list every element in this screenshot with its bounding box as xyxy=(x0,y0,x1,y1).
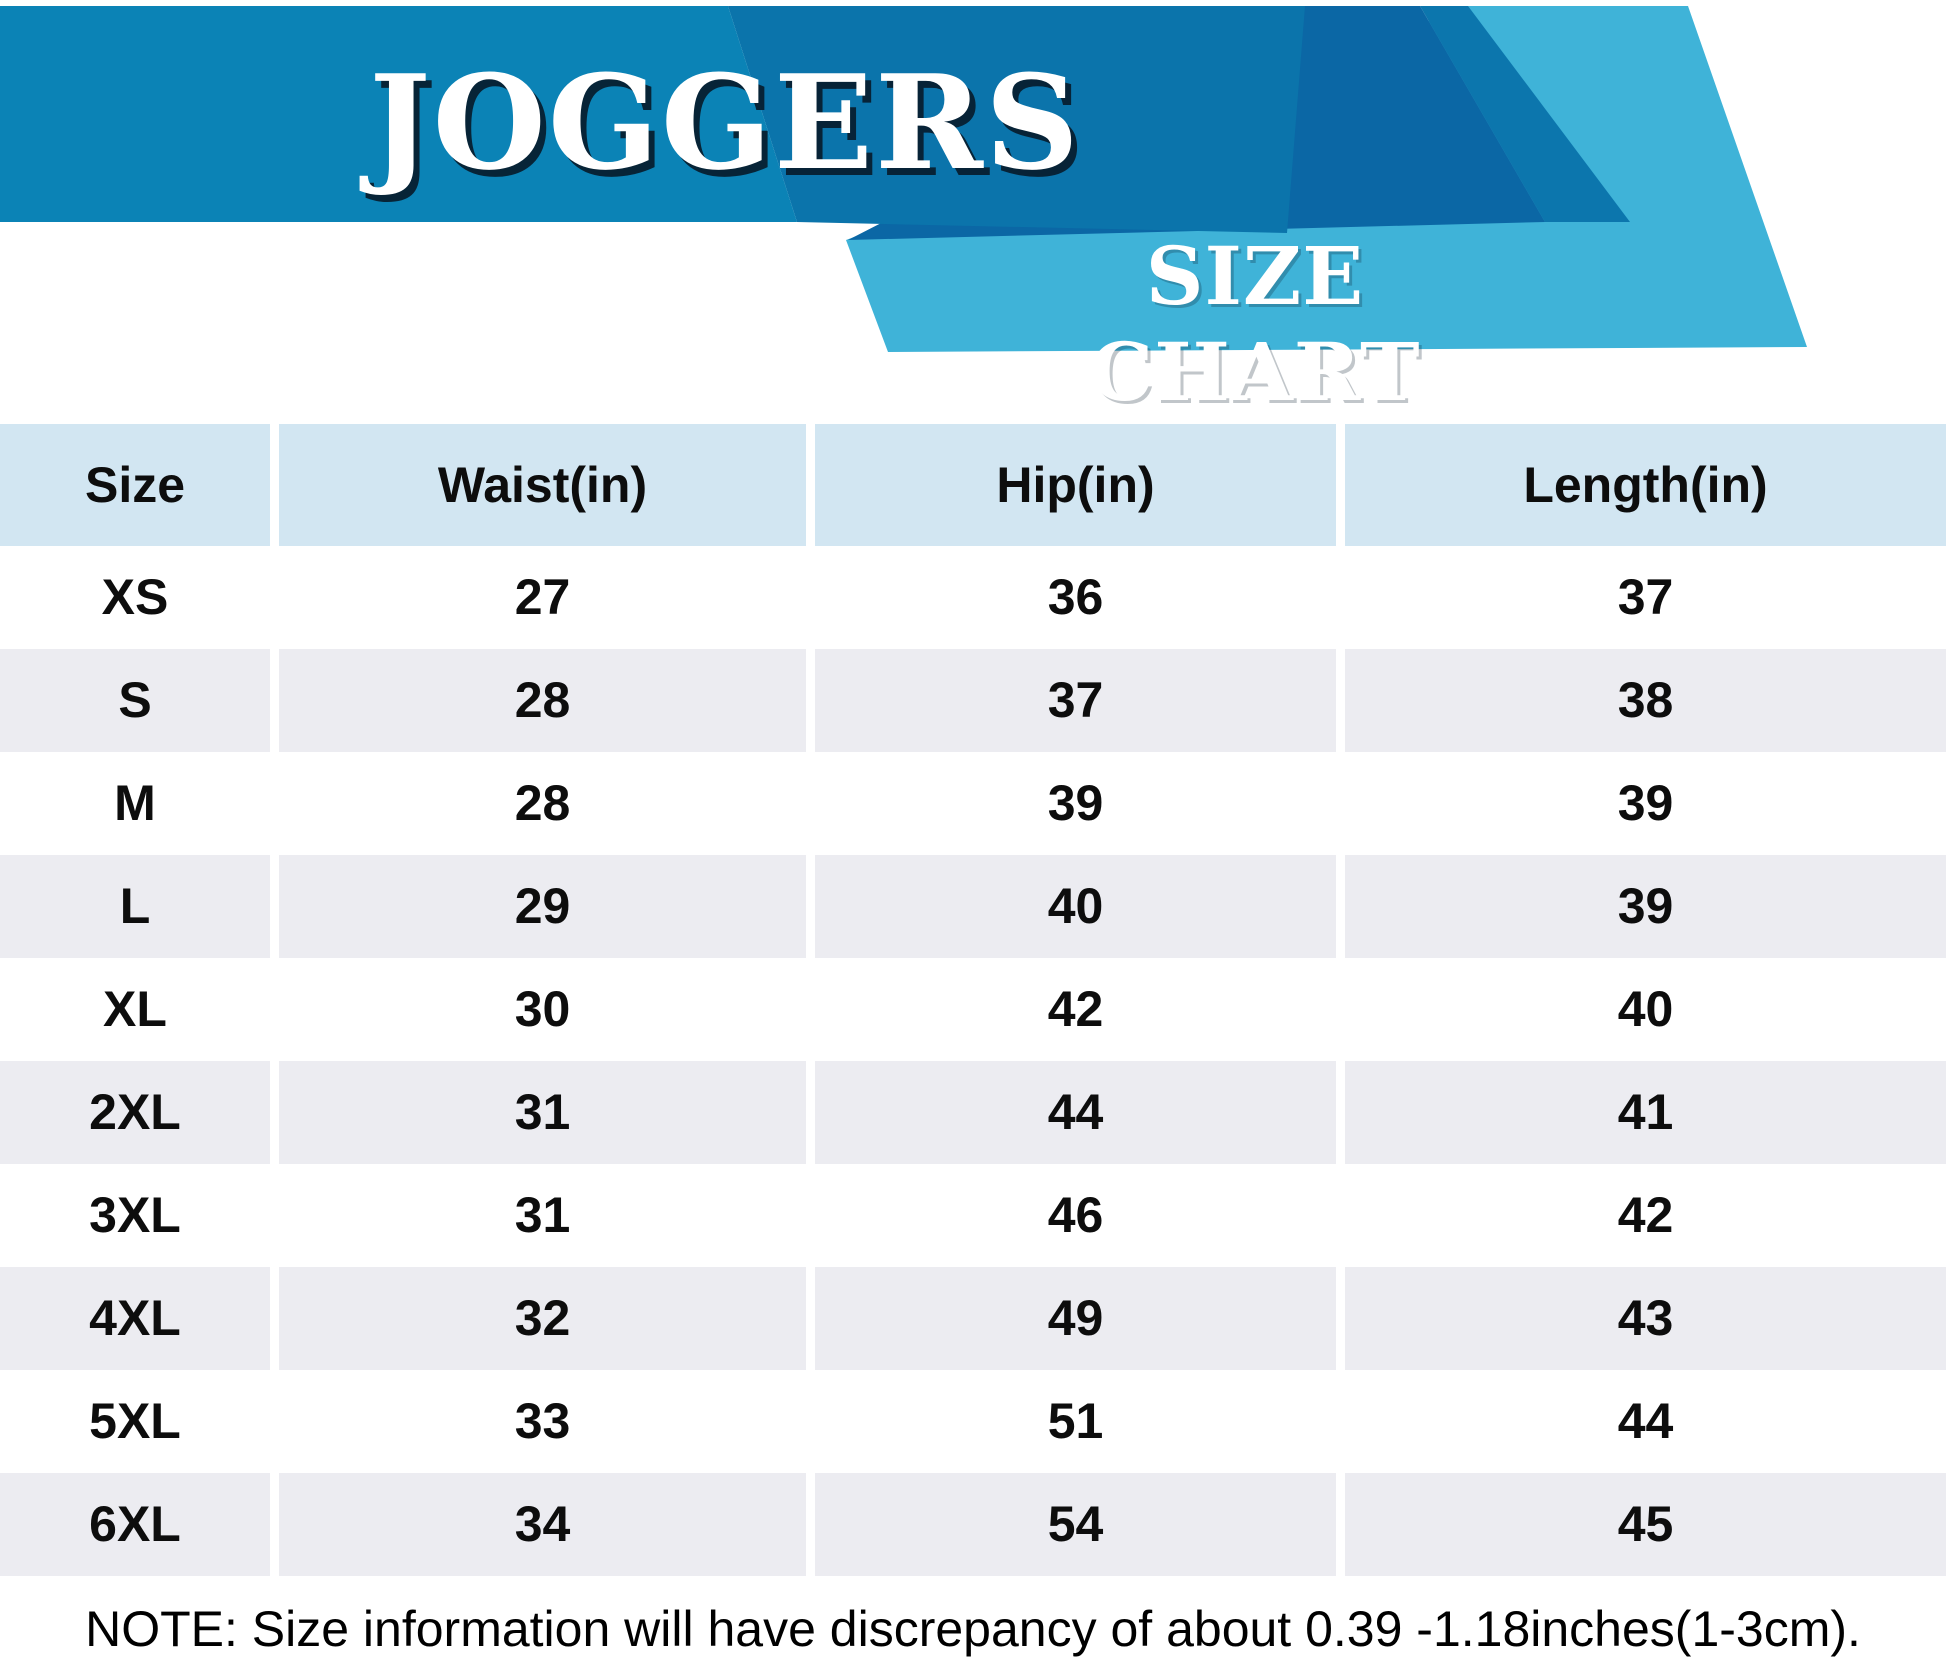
size-chart-table: Size Waist(in) Hip(in) Length(in) XS 27 36 37 S 2… xyxy=(0,424,1946,1576)
table-cell: 39 xyxy=(1345,752,1946,855)
table-cell: 39 xyxy=(815,752,1336,855)
row-size-label: S xyxy=(0,649,270,752)
row-size-label: M xyxy=(0,752,270,855)
table-cell: 44 xyxy=(1345,1370,1946,1473)
table-cell: 29 xyxy=(279,855,806,958)
column-header: Waist(in) xyxy=(279,424,806,546)
table-row: 6XL 34 54 45 xyxy=(0,1473,1946,1576)
note-text: NOTE: Size information will have discrep… xyxy=(85,1601,1861,1657)
table-cell: 49 xyxy=(815,1267,1336,1370)
banner-main-bar xyxy=(0,6,797,222)
table-cell: 46 xyxy=(815,1164,1336,1267)
table-row: L 29 40 39 xyxy=(0,855,1946,958)
table-cell: 40 xyxy=(1345,958,1946,1061)
row-size-label: 3XL xyxy=(0,1164,270,1267)
column-header: Length(in) xyxy=(1345,424,1946,546)
row-size-label: XS xyxy=(0,546,270,649)
column-header: Size xyxy=(0,424,270,546)
table-cell: 45 xyxy=(1345,1473,1946,1576)
table-cell: 30 xyxy=(279,958,806,1061)
table-row: 5XL 33 51 44 xyxy=(0,1370,1946,1473)
table-cell: 34 xyxy=(279,1473,806,1576)
table-cell: 54 xyxy=(815,1473,1336,1576)
table-cell: 27 xyxy=(279,546,806,649)
table-cell: 28 xyxy=(279,649,806,752)
page-subtitle: SIZE CHART xyxy=(1089,229,1421,419)
table-cell: 39 xyxy=(1345,855,1946,958)
table-cell: 42 xyxy=(1345,1164,1946,1267)
table-row: XL 30 42 40 xyxy=(0,958,1946,1061)
table-cell: 38 xyxy=(1345,649,1946,752)
table-row: 3XL 31 46 42 xyxy=(0,1164,1946,1267)
table-cell: 42 xyxy=(815,958,1336,1061)
table-cell: 31 xyxy=(279,1164,806,1267)
table-cell: 31 xyxy=(279,1061,806,1164)
column-header: Hip(in) xyxy=(815,424,1336,546)
table-row: 2XL 31 44 41 xyxy=(0,1061,1946,1164)
row-size-label: 4XL xyxy=(0,1267,270,1370)
row-size-label: L xyxy=(0,855,270,958)
row-size-label: 2XL xyxy=(0,1061,270,1164)
table-row: M 28 39 39 xyxy=(0,752,1946,855)
table-cell: 44 xyxy=(815,1061,1336,1164)
table-cell: 32 xyxy=(279,1267,806,1370)
table-cell: 37 xyxy=(1345,546,1946,649)
table-header-row: Size Waist(in) Hip(in) Length(in) xyxy=(0,424,1946,546)
table-row: S 28 37 38 xyxy=(0,649,1946,752)
table-cell: 51 xyxy=(815,1370,1336,1473)
table-cell: 33 xyxy=(279,1370,806,1473)
table-cell: 37 xyxy=(815,649,1336,752)
table-row: XS 27 36 37 xyxy=(0,546,1946,649)
table-cell: 28 xyxy=(279,752,806,855)
table-row: 4XL 32 49 43 xyxy=(0,1267,1946,1370)
row-size-label: XL xyxy=(0,958,270,1061)
banner-mid-left-ribbon xyxy=(728,6,1305,233)
page-title: JOGGERS xyxy=(369,46,1081,199)
table-cell: 36 xyxy=(815,546,1336,649)
table-cell: 43 xyxy=(1345,1267,1946,1370)
table-cell: 41 xyxy=(1345,1061,1946,1164)
table-cell: 40 xyxy=(815,855,1336,958)
banner: JOGGERS SIZE CHART xyxy=(0,0,1946,419)
row-size-label: 5XL xyxy=(0,1370,270,1473)
row-size-label: 6XL xyxy=(0,1473,270,1576)
